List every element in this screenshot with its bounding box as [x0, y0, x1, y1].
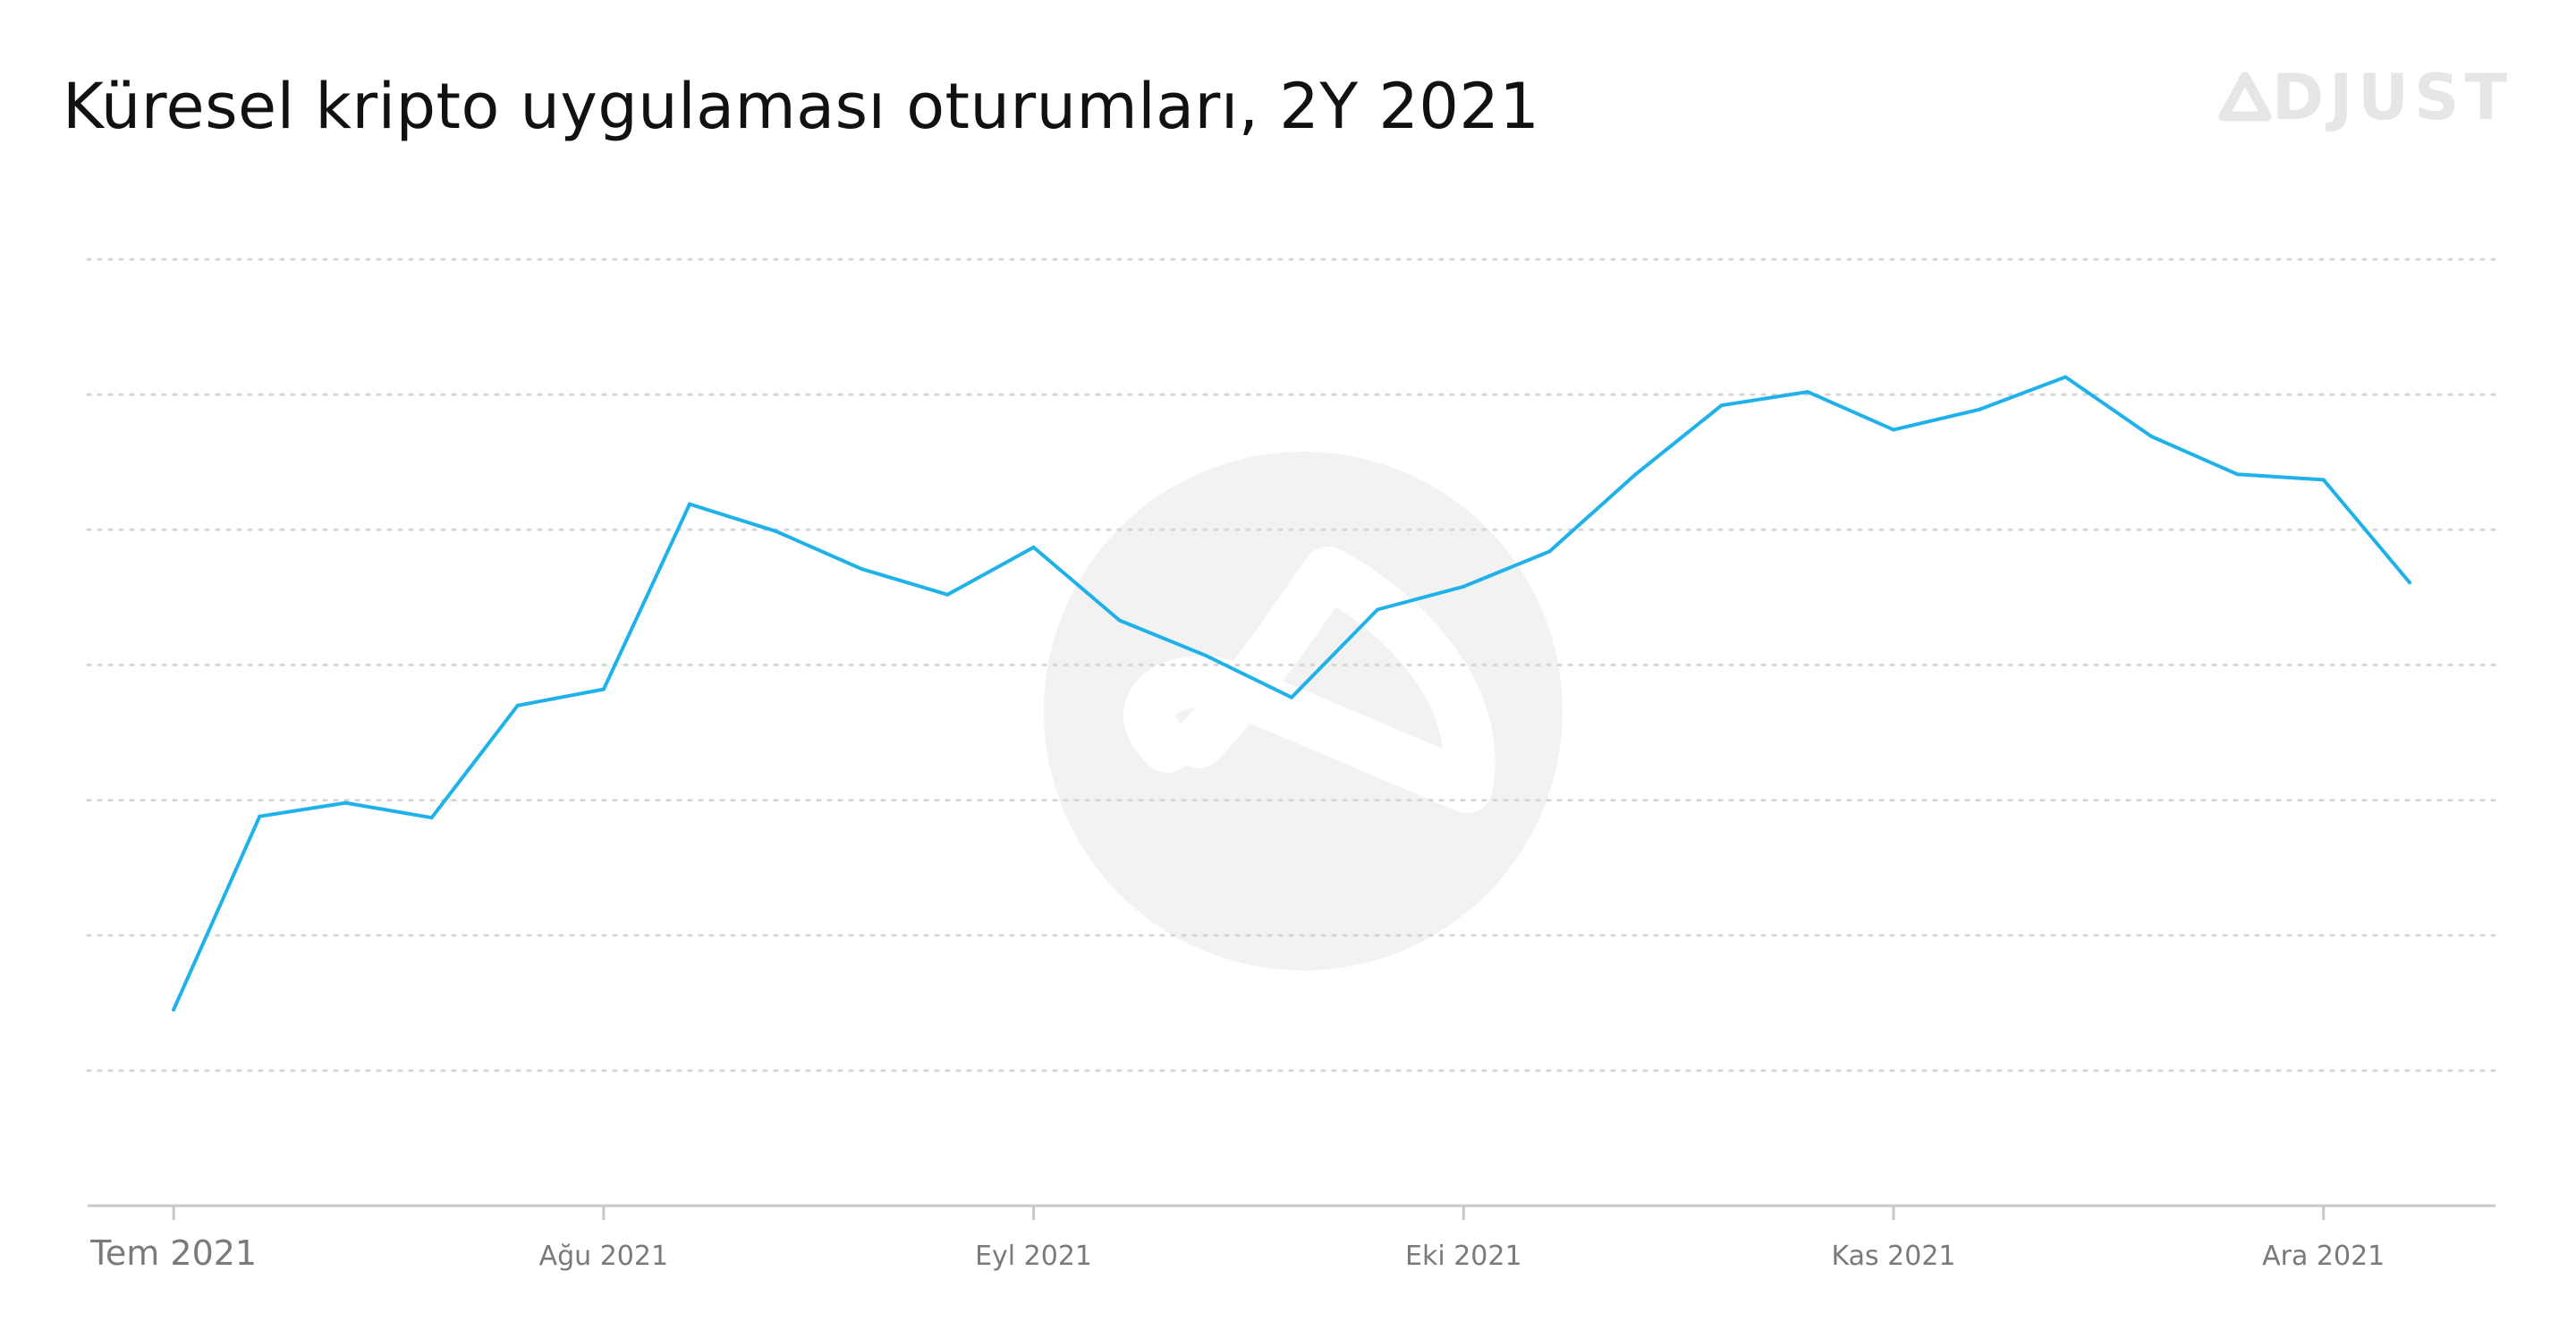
data-point: [258, 814, 262, 818]
adjust-logo-icon: [2218, 72, 2272, 122]
x-tick-label: Ağu 2021: [539, 1241, 668, 1272]
x-ticks: [172, 1206, 2326, 1220]
x-tick-label: Eki 2021: [1405, 1241, 1522, 1272]
brand-text: DJUST: [2272, 61, 2513, 134]
data-point: [1633, 472, 1638, 477]
data-points: [172, 375, 2411, 1012]
data-point: [1203, 653, 1208, 657]
data-point: [343, 801, 348, 805]
data-point: [515, 703, 520, 708]
data-point: [2321, 478, 2326, 482]
data-point: [1719, 403, 1724, 408]
data-point: [1031, 545, 1036, 549]
chart-title: Küresel kripto uygulaması oturumları, 2Y…: [63, 70, 1540, 143]
data-point: [1805, 390, 1809, 394]
x-tick-label: Tem 2021: [89, 1233, 257, 1273]
data-point: [1117, 618, 1122, 623]
x-tick-label: Kas 2021: [1831, 1241, 1955, 1272]
data-point: [1462, 584, 1466, 589]
x-tick-label: Eyl 2021: [975, 1241, 1092, 1272]
data-point: [1978, 407, 1982, 411]
data-point: [1892, 428, 1895, 432]
data-point: [2063, 375, 2068, 379]
data-point: [2235, 472, 2240, 477]
data-point: [2407, 580, 2411, 585]
gridlines: [86, 258, 2497, 1072]
data-point: [1376, 607, 1380, 612]
data-point: [945, 592, 950, 597]
data-point: [688, 502, 691, 506]
data-point: [429, 816, 434, 820]
data-point: [860, 567, 864, 572]
watermark-mark-icon: [1123, 547, 1496, 813]
data-point: [2149, 434, 2154, 438]
watermark: [1044, 452, 1563, 970]
brand-logo: DJUST: [2218, 61, 2512, 134]
data-point: [601, 687, 606, 691]
data-point: [774, 529, 778, 533]
data-point: [1547, 549, 1552, 554]
x-tick-label: Ara 2021: [2262, 1241, 2385, 1272]
data-point: [1290, 695, 1293, 699]
x-tick-labels: Tem 2021 Ağu 2021 Eyl 2021 Eki 2021 Kas 2021…: [89, 1233, 2385, 1273]
data-point: [172, 1007, 176, 1012]
